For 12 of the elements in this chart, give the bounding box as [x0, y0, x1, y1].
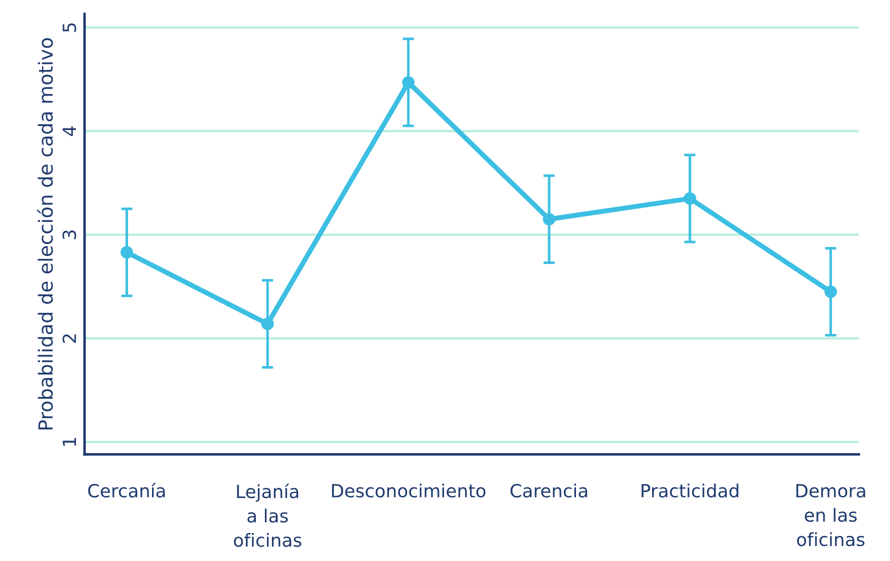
y-tick-label: 5 — [62, 23, 76, 32]
x-tick-label: Carencia — [510, 484, 588, 498]
x-tick-label: Practicidad — [642, 484, 738, 498]
x-tick-label: Desconocimiento — [332, 484, 486, 498]
y-tick-label: 1 — [62, 438, 76, 446]
x-tick-label: Cercanía — [88, 482, 165, 498]
y-tick-label: 2 — [62, 334, 76, 343]
y-tick-label: 4 — [62, 126, 76, 136]
x-tick-label: Lejanía a las oficinas — [234, 484, 302, 547]
y-tick-label: 3 — [62, 230, 76, 240]
x-tick-label: Demora en las oficinas — [796, 484, 866, 546]
y-axis-title: Probabilidad de elección de cada motivo — [37, 38, 53, 430]
